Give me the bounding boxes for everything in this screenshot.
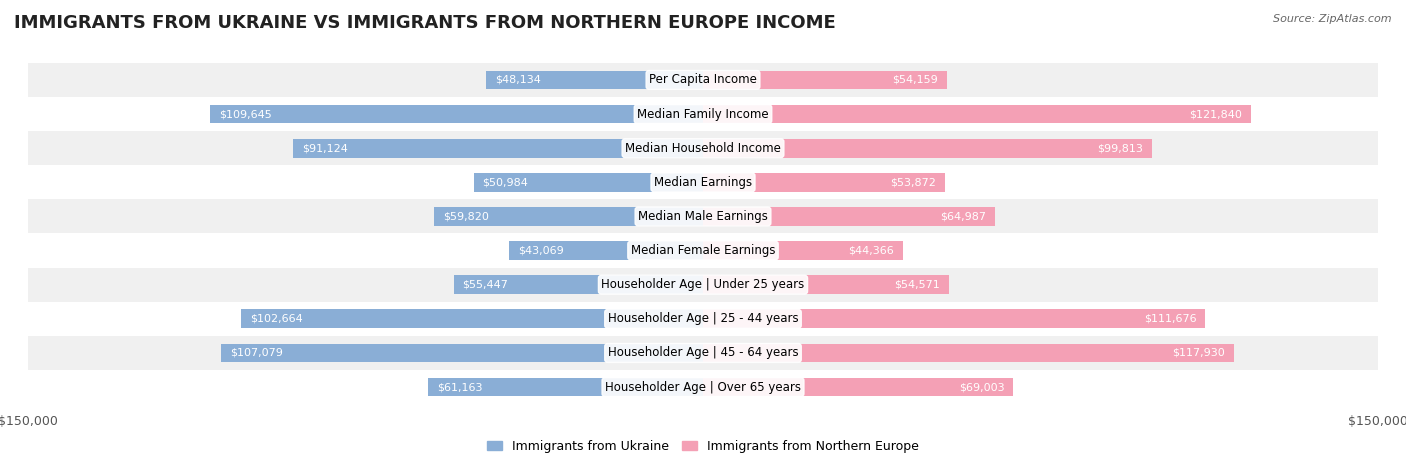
- Bar: [221, 344, 703, 362]
- Bar: [703, 173, 945, 191]
- Text: $117,930: $117,930: [1171, 348, 1225, 358]
- Text: $69,003: $69,003: [959, 382, 1004, 392]
- Text: $61,163: $61,163: [437, 382, 482, 392]
- Text: $109,645: $109,645: [219, 109, 271, 119]
- Bar: [427, 378, 703, 396]
- Bar: [703, 139, 1152, 157]
- Bar: [28, 370, 1378, 404]
- Bar: [28, 165, 1378, 199]
- Text: Householder Age | Over 65 years: Householder Age | Over 65 years: [605, 381, 801, 394]
- Text: Median Earnings: Median Earnings: [654, 176, 752, 189]
- Text: $107,079: $107,079: [231, 348, 283, 358]
- Text: $54,571: $54,571: [894, 280, 939, 290]
- Bar: [703, 71, 946, 89]
- Text: $43,069: $43,069: [519, 246, 564, 255]
- Bar: [28, 199, 1378, 234]
- Bar: [703, 207, 995, 226]
- Text: Householder Age | 45 - 64 years: Householder Age | 45 - 64 years: [607, 347, 799, 360]
- Bar: [434, 207, 703, 226]
- Bar: [28, 131, 1378, 165]
- Text: Median Household Income: Median Household Income: [626, 142, 780, 155]
- Text: Per Capita Income: Per Capita Income: [650, 73, 756, 86]
- Text: $59,820: $59,820: [443, 212, 489, 221]
- Bar: [292, 139, 703, 157]
- Bar: [474, 173, 703, 191]
- Bar: [209, 105, 703, 123]
- Bar: [703, 105, 1251, 123]
- Bar: [240, 310, 703, 328]
- Text: $111,676: $111,676: [1144, 314, 1197, 324]
- Bar: [703, 241, 903, 260]
- Legend: Immigrants from Ukraine, Immigrants from Northern Europe: Immigrants from Ukraine, Immigrants from…: [482, 435, 924, 458]
- Bar: [28, 336, 1378, 370]
- Text: Median Female Earnings: Median Female Earnings: [631, 244, 775, 257]
- Text: Householder Age | Under 25 years: Householder Age | Under 25 years: [602, 278, 804, 291]
- Bar: [28, 63, 1378, 97]
- Bar: [454, 276, 703, 294]
- Text: Source: ZipAtlas.com: Source: ZipAtlas.com: [1274, 14, 1392, 24]
- Text: $44,366: $44,366: [848, 246, 894, 255]
- Text: $48,134: $48,134: [495, 75, 541, 85]
- Text: IMMIGRANTS FROM UKRAINE VS IMMIGRANTS FROM NORTHERN EUROPE INCOME: IMMIGRANTS FROM UKRAINE VS IMMIGRANTS FR…: [14, 14, 835, 32]
- Text: $50,984: $50,984: [482, 177, 529, 187]
- Text: $121,840: $121,840: [1189, 109, 1241, 119]
- Text: $54,159: $54,159: [891, 75, 938, 85]
- Bar: [703, 344, 1233, 362]
- Text: $99,813: $99,813: [1097, 143, 1143, 153]
- Bar: [28, 234, 1378, 268]
- Text: $91,124: $91,124: [302, 143, 347, 153]
- Bar: [703, 378, 1014, 396]
- Text: $55,447: $55,447: [463, 280, 509, 290]
- Bar: [28, 302, 1378, 336]
- Bar: [28, 97, 1378, 131]
- Text: Median Family Income: Median Family Income: [637, 107, 769, 120]
- Text: $53,872: $53,872: [890, 177, 936, 187]
- Bar: [703, 276, 949, 294]
- Bar: [486, 71, 703, 89]
- Bar: [703, 310, 1205, 328]
- Text: $64,987: $64,987: [941, 212, 987, 221]
- Bar: [28, 268, 1378, 302]
- Text: Median Male Earnings: Median Male Earnings: [638, 210, 768, 223]
- Text: Householder Age | 25 - 44 years: Householder Age | 25 - 44 years: [607, 312, 799, 325]
- Bar: [509, 241, 703, 260]
- Text: $102,664: $102,664: [250, 314, 302, 324]
